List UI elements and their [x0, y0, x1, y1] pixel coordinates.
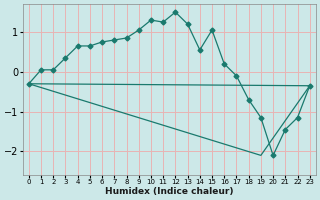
X-axis label: Humidex (Indice chaleur): Humidex (Indice chaleur) [105, 187, 234, 196]
